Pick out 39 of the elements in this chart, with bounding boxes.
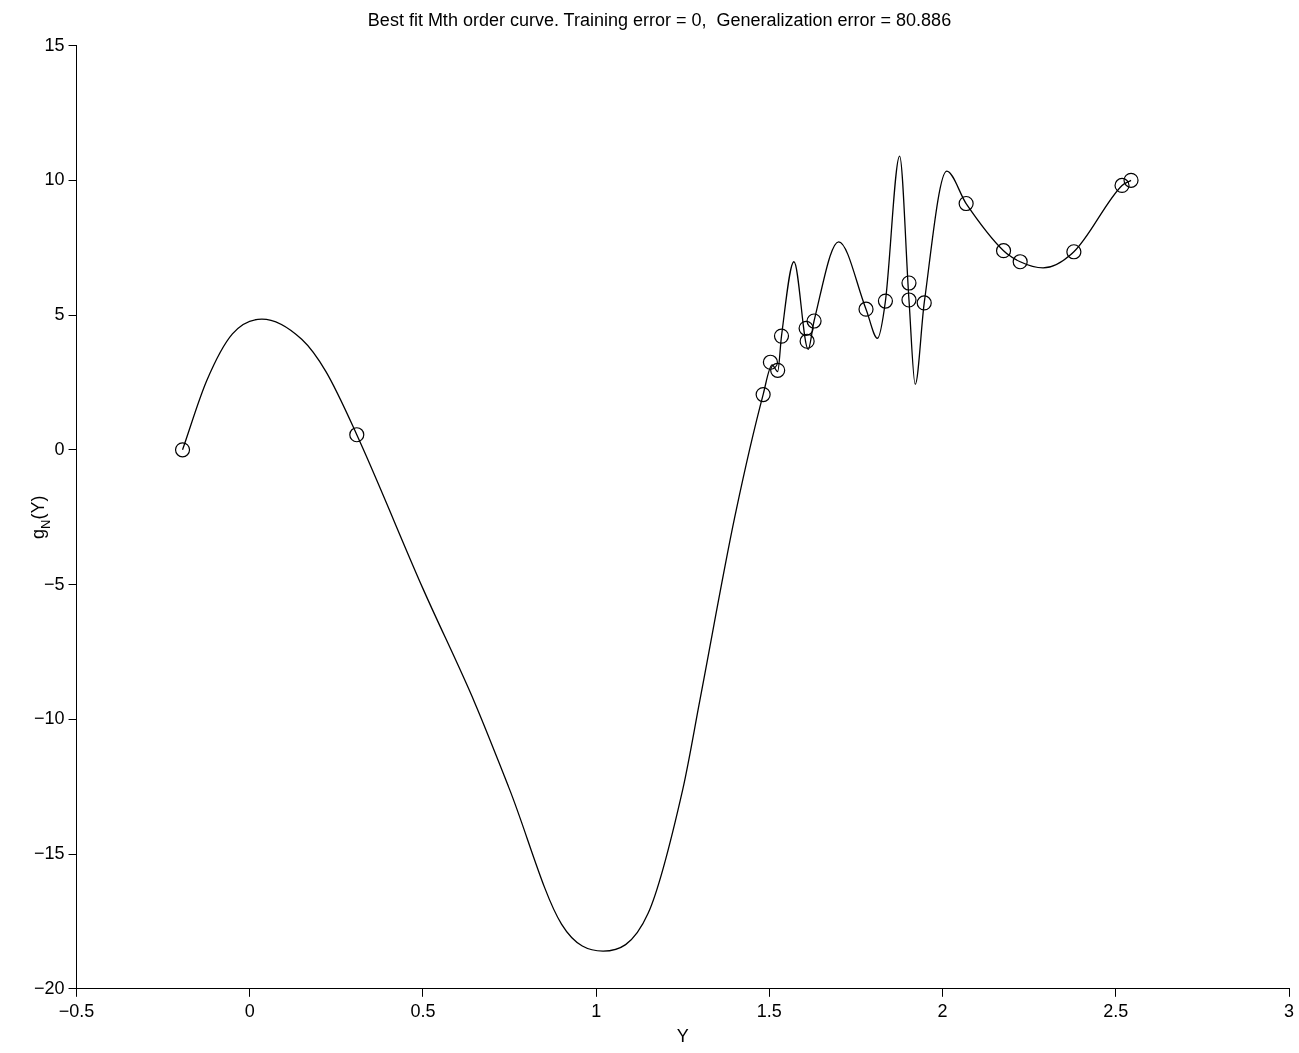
y-tick-label: −20 xyxy=(33,977,65,998)
point xyxy=(798,320,814,336)
x-tick-label: 3 xyxy=(1283,1000,1295,1021)
x-tick-label: 0 xyxy=(244,1000,255,1021)
point xyxy=(773,328,790,344)
x-tick-label: 1.5 xyxy=(756,1000,782,1021)
point xyxy=(1114,177,1130,194)
x-tick-label: 0.5 xyxy=(410,1000,436,1021)
y-tick-label: 0 xyxy=(54,438,65,459)
x-tick-label: 2 xyxy=(937,1000,948,1021)
y-axis-title: gN(Y) xyxy=(28,495,53,539)
point xyxy=(916,295,932,311)
chart-title: Best fit Mth order curve. Training error = 0, Generalization error = 80.886 xyxy=(367,9,952,30)
point xyxy=(755,386,771,403)
y-tick-label: 15 xyxy=(44,34,65,55)
point xyxy=(1066,244,1082,260)
x-tick-label: −0.5 xyxy=(58,1000,95,1021)
point xyxy=(877,293,894,309)
point xyxy=(1123,172,1139,188)
x-tick-label: 1 xyxy=(591,1000,602,1021)
point xyxy=(995,243,1012,259)
point xyxy=(1012,254,1028,270)
x-axis-title: Y xyxy=(676,1026,689,1047)
point xyxy=(174,442,191,458)
point xyxy=(762,354,779,370)
y-tick-label: −5 xyxy=(44,573,65,594)
point xyxy=(799,333,815,349)
y-tick-label: −15 xyxy=(33,843,65,864)
point xyxy=(349,427,365,443)
point xyxy=(858,301,874,317)
y-tick-label: 10 xyxy=(44,169,65,190)
point xyxy=(770,362,786,378)
y-tick-label: 5 xyxy=(54,304,65,325)
point xyxy=(901,275,917,291)
y-tick-label: −10 xyxy=(33,708,65,729)
point xyxy=(806,313,822,329)
point xyxy=(901,292,917,308)
point xyxy=(958,195,974,212)
x-tick-label: 2.5 xyxy=(1103,1000,1129,1021)
